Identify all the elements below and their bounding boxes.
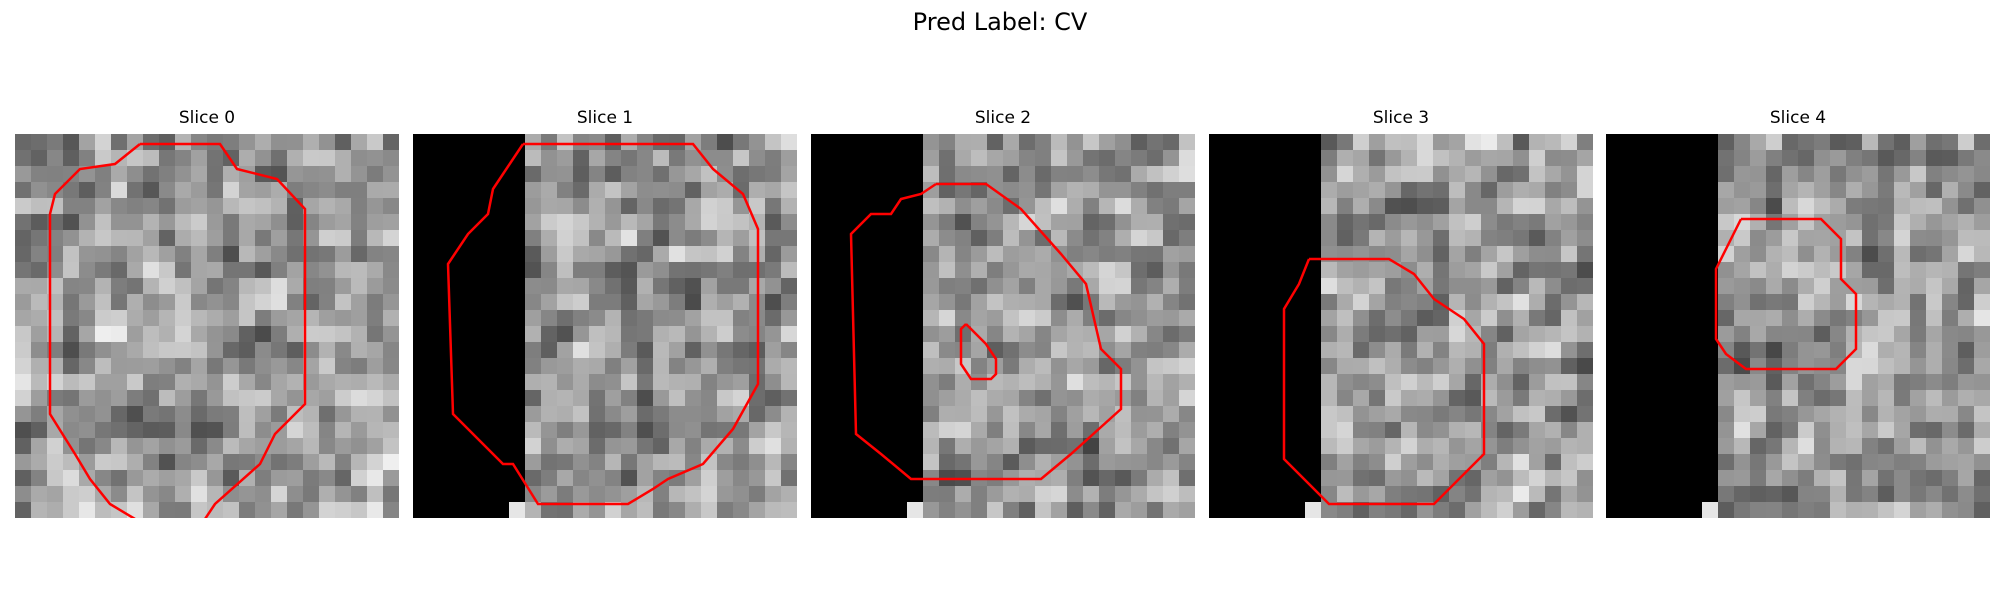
slice-image-3 [1209,134,1593,518]
slice-title-3: Slice 3 [1209,108,1593,128]
slice-title-4: Slice 4 [1606,108,1990,128]
pixel-grid [811,134,1195,518]
pixel-grid [1606,134,1990,518]
pixel-grid [15,134,399,518]
slice-image-2 [811,134,1195,518]
slice-title-1: Slice 1 [413,108,797,128]
slice-image-0 [15,134,399,518]
slice-image-4 [1606,134,1990,518]
slice-title-0: Slice 0 [15,108,399,128]
figure-title: Pred Label: CV [0,8,2000,36]
slice-image-1 [413,134,797,518]
slice-title-2: Slice 2 [811,108,1195,128]
pixel-grid [1209,134,1593,518]
